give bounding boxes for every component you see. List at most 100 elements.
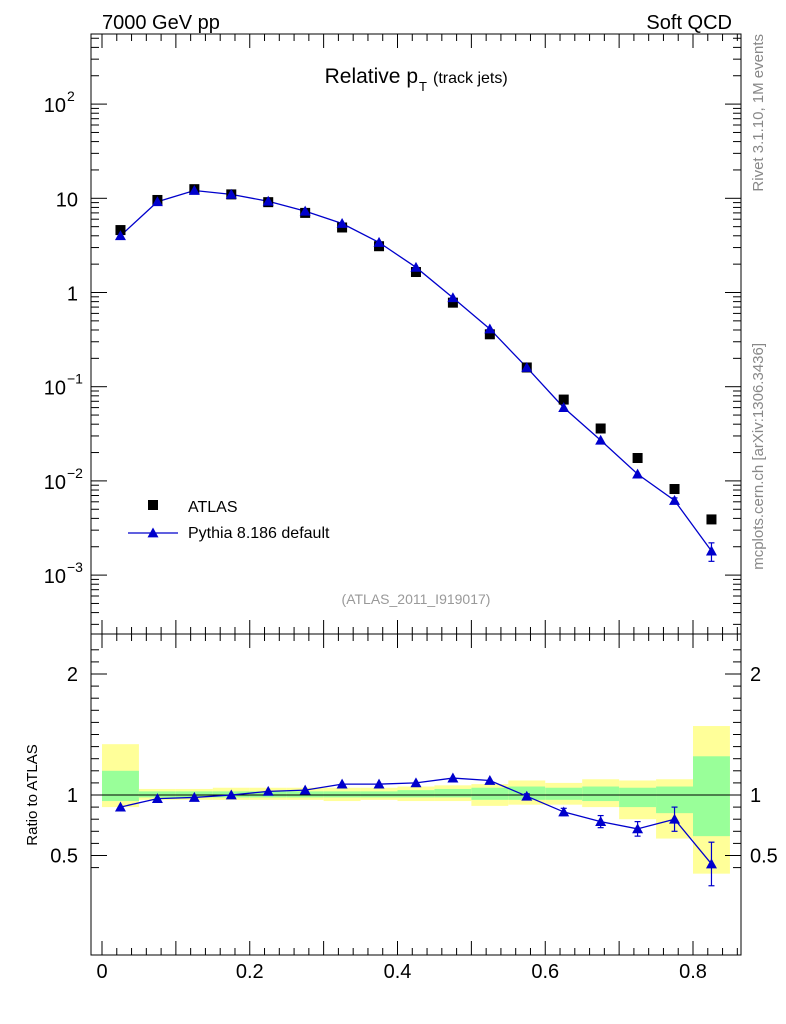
y-tick-label: 10 −2 [44,465,83,494]
pythia-point [262,195,274,206]
legend-marker-square [148,500,158,510]
ratio-point [595,816,607,827]
main-panel: Relative p T (track jets) (ATLAS_2011_I9… [44,33,742,635]
ratio-point [558,806,570,817]
green-band [360,791,398,798]
y-tick-base: 10 [44,95,66,117]
ratio-point [447,772,459,783]
pythia-point [299,205,311,216]
atlas-point [632,453,643,464]
pythia-point [521,361,533,372]
pythia-point [151,196,163,207]
legend: ATLAS Pythia 8.186 default [128,499,330,542]
y-tick-label: 10 [56,189,78,211]
atlas-point [595,423,606,434]
x-tick-label: 0.2 [236,961,264,983]
pythia-line [120,189,712,552]
pythia-point [705,545,717,556]
pythia-point [336,218,348,228]
mcplots-label: mcplots.cern.ch [arXiv:1306.3436] [750,343,767,570]
ratio-point [521,790,533,801]
header-left-label: 7000 GeV pp [102,12,220,34]
pythia-point [632,468,644,479]
header-right-label: Soft QCD [646,12,732,34]
rivet-label: Rivet 3.1.10, 1M events [750,34,767,192]
ratio-point [484,774,496,785]
ratio-point [151,793,163,804]
ratio-point [632,823,644,834]
y-tick-label: 10 −1 [44,371,83,400]
green-band [693,756,730,837]
chart-title: Relative p T (track jets) [325,65,508,94]
pythia-point [484,323,496,334]
ratio-y-tick-label: 2 [67,664,78,686]
pythia-point [373,236,385,247]
ratio-y-tick-label: 0.5 [50,846,78,868]
atlas-point [115,225,126,236]
pythia-point [410,261,422,272]
legend-label: Pythia 8.186 default [188,525,330,542]
ratio-point [410,777,422,788]
ratio-point [336,778,348,789]
green-band [102,770,139,802]
ratio-series [114,772,717,887]
ratio-point [373,778,385,789]
y-tick-exp: −3 [67,559,83,575]
ratio-y-axis-label: Ratio to ATLAS [24,744,41,845]
ratio-point [299,784,311,795]
green-band [471,787,509,800]
atlas-point [410,267,421,278]
main-axis-ticks [91,34,741,634]
pythia-point [669,494,681,505]
ratio-point [188,791,200,802]
pythia-point [558,402,570,412]
ratio-panel: 0.5 0.5 1 1 2 2 0 0.2 0.4 0.6 0.8 Ratio to ATLAS [24,633,778,983]
legend-item-atlas: ATLAS [148,499,238,516]
y-tick-label: 10 2 [44,88,75,117]
atlas-point [558,394,569,405]
green-band [545,787,583,800]
chart-title-subscript: T [419,79,427,94]
pythia-point [595,434,607,445]
ratio-frame [90,633,742,956]
y-tick-base: 10 [44,472,66,494]
y-tick-label: 1 [67,284,78,306]
y-tick-exp: −1 [67,371,83,387]
atlas-point [706,514,717,525]
ratio-point [705,858,717,869]
atlas-point [484,329,495,340]
legend-label: ATLAS [188,499,238,516]
ratio-y-tick-labels: 0.5 0.5 1 1 2 2 [50,664,778,868]
y-tick-base: 1 [67,284,78,306]
y-tick-label: 10 −3 [44,559,83,588]
atlas-point [669,484,680,495]
x-tick-labels: 0 0.2 0.4 0.6 0.8 [96,961,706,983]
ratio-point [262,785,274,796]
green-band [619,787,657,808]
atlas-point [447,297,458,308]
green-band [434,788,472,798]
ratio-point [669,813,681,824]
x-tick-label: 0.6 [531,961,559,983]
green-band [397,790,435,798]
pythia-point [225,188,237,199]
main-series-lines [120,189,712,552]
pythia-point [188,185,200,195]
chart-title-text: Relative p [325,65,418,88]
main-points [114,184,717,562]
y-tick-exp: 2 [67,88,75,104]
ratio-y-tick-label: 1 [67,785,78,807]
pythia-point [114,230,126,241]
analysis-label: (ATLAS_2011_I919017) [342,591,491,607]
main-frame [90,33,742,635]
ratio-y-tick-label-right: 0.5 [750,846,778,868]
ratio-point [114,801,126,812]
pythia-point [447,292,459,303]
x-tick-label: 0.4 [384,961,412,983]
green-band [323,791,361,798]
legend-marker-triangle [147,527,159,538]
y-tick-exp: −2 [67,465,83,481]
ratio-y-tick-label-right: 1 [750,785,761,807]
ratio-axis-ticks [91,634,741,955]
